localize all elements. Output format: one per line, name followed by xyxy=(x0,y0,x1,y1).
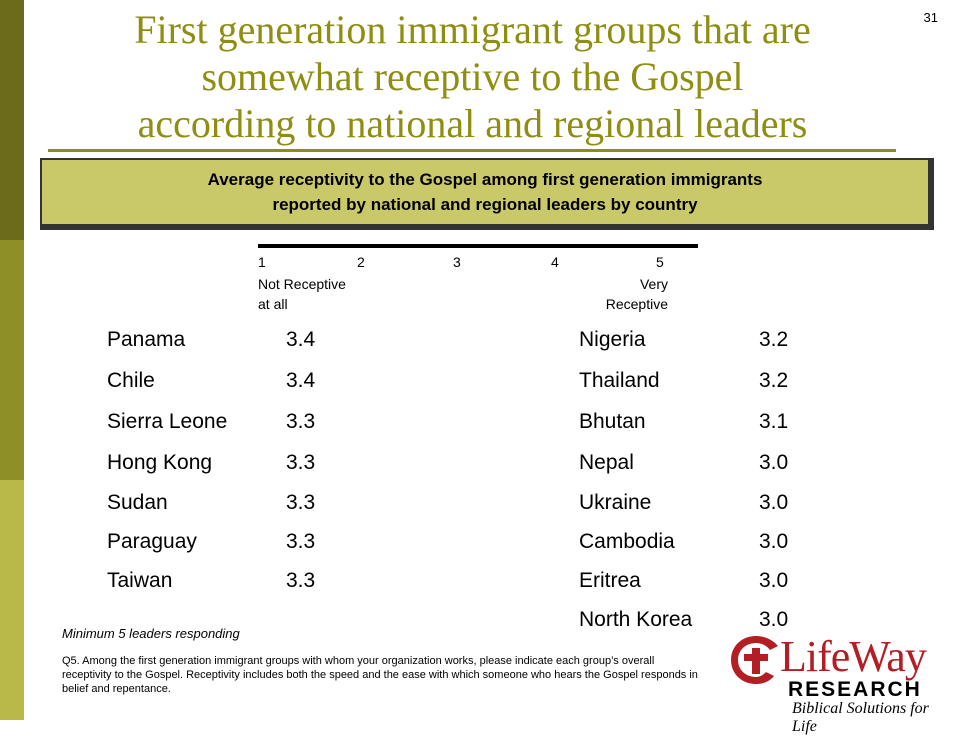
country-name: Nepal xyxy=(579,451,634,474)
country-name: Hong Kong xyxy=(107,451,213,474)
receptivity-score: 3.0 xyxy=(759,491,789,514)
country-name: Thailand xyxy=(579,369,660,392)
country-name: Sierra Leone xyxy=(107,410,228,433)
subtitle-line-1: Average receptivity to the Gospel among … xyxy=(207,170,763,189)
title-underline xyxy=(48,149,896,152)
page-number: 31 xyxy=(923,10,938,25)
receptivity-score: 3.0 xyxy=(759,530,789,553)
receptivity-score: 3.0 xyxy=(759,608,789,631)
side-bar-middle xyxy=(0,240,24,480)
scale-number-5: 5 xyxy=(656,254,664,270)
scale-number-1: 1 xyxy=(258,254,266,270)
side-bar-top xyxy=(0,0,24,240)
receptivity-score: 3.0 xyxy=(759,569,789,592)
lifeway-cross-icon xyxy=(731,636,778,684)
question-footnote: Q5. Among the first generation immigrant… xyxy=(62,655,698,695)
country-name: Sudan xyxy=(107,491,168,514)
subtitle-box: Average receptivity to the Gospel among … xyxy=(40,158,934,230)
country-name: Cambodia xyxy=(579,530,675,553)
scale-line xyxy=(258,244,698,248)
receptivity-score: 3.2 xyxy=(759,369,789,392)
scale-number-4: 4 xyxy=(551,254,559,270)
receptivity-score: 3.3 xyxy=(286,410,316,433)
slide-title: First generation immigrant groups that a… xyxy=(40,6,905,147)
receptivity-score: 3.1 xyxy=(759,410,789,433)
receptivity-score: 3.4 xyxy=(286,369,316,392)
receptivity-score: 3.3 xyxy=(286,491,316,514)
country-name: Bhutan xyxy=(579,410,646,433)
title-line-3: according to national and regional leade… xyxy=(137,101,808,146)
country-name: Ukraine xyxy=(579,491,652,514)
scale-low-label: Not Receptive at all xyxy=(258,276,346,312)
receptivity-score: 3.3 xyxy=(286,530,316,553)
receptivity-score: 3.4 xyxy=(286,328,316,351)
minimum-respondents-note: Minimum 5 leaders responding xyxy=(62,626,240,641)
scale-high-label: Very Receptive xyxy=(605,276,668,312)
country-name: Taiwan xyxy=(107,569,173,592)
country-name: Paraguay xyxy=(107,530,197,553)
title-line-1: First generation immigrant groups that a… xyxy=(134,7,811,52)
receptivity-score: 3.3 xyxy=(286,451,316,474)
scale-number-2: 2 xyxy=(357,254,365,270)
country-name: North Korea xyxy=(579,608,693,631)
lifeway-research-logo: LifeWay RESEARCH Biblical Solutions for … xyxy=(728,630,956,735)
country-name: Nigeria xyxy=(579,328,646,351)
scale-number-3: 3 xyxy=(453,254,461,270)
receptivity-score: 3.2 xyxy=(759,328,789,351)
logo-research-text: RESEARCH xyxy=(788,678,922,701)
title-line-2: somewhat receptive to the Gospel xyxy=(201,54,744,99)
receptivity-score: 3.3 xyxy=(286,569,316,592)
logo-tagline: Biblical Solutions for Life xyxy=(792,700,929,735)
side-bar-bottom xyxy=(0,480,24,720)
subtitle-line-2: reported by national and regional leader… xyxy=(272,195,698,214)
country-name: Chile xyxy=(107,369,155,392)
receptivity-score: 3.0 xyxy=(759,451,789,474)
country-name: Panama xyxy=(107,328,186,351)
logo-wordmark: LifeWay xyxy=(780,632,927,681)
country-name: Eritrea xyxy=(579,569,641,592)
scale-numbers: 1 2 3 4 5 xyxy=(258,254,668,272)
